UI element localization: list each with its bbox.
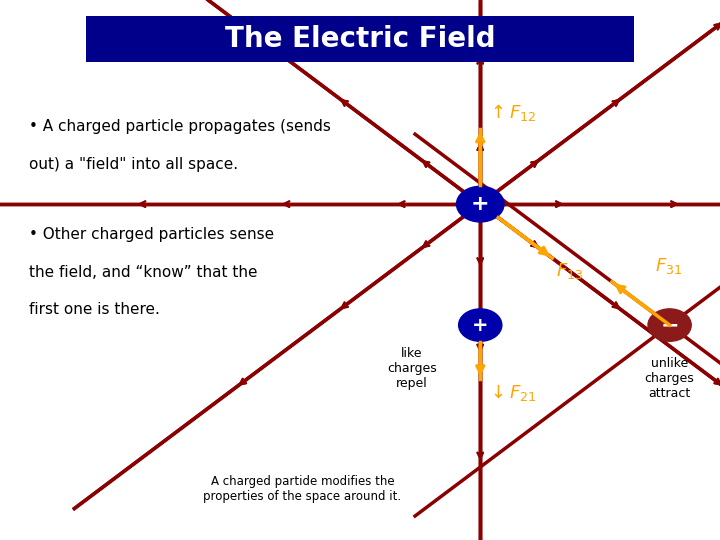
Text: unlike
charges
attract: unlike charges attract — [644, 357, 695, 401]
Text: out) a "field" into all space.: out) a "field" into all space. — [29, 157, 238, 172]
Text: +: + — [472, 315, 488, 335]
Text: +: + — [471, 194, 490, 214]
Text: like
charges
repel: like charges repel — [387, 347, 437, 390]
Text: • A charged particle propagates (sends: • A charged particle propagates (sends — [29, 119, 330, 134]
Text: $\uparrow F_{12}$: $\uparrow F_{12}$ — [487, 102, 536, 123]
Text: A charged partide modifies the
properties of the space around it.: A charged partide modifies the propertie… — [203, 475, 402, 503]
Text: the field, and “know” that the: the field, and “know” that the — [29, 265, 257, 280]
Text: $\downarrow F_{21}$: $\downarrow F_{21}$ — [487, 382, 537, 403]
Circle shape — [648, 309, 691, 341]
Text: $F_{13}$: $F_{13}$ — [556, 261, 583, 281]
Text: • Other charged particles sense: • Other charged particles sense — [29, 227, 274, 242]
FancyBboxPatch shape — [86, 16, 634, 62]
Text: −: − — [660, 315, 679, 335]
Circle shape — [459, 309, 502, 341]
Text: $F_{31}$: $F_{31}$ — [655, 256, 683, 276]
Circle shape — [456, 186, 504, 222]
Text: first one is there.: first one is there. — [29, 302, 160, 318]
Text: The Electric Field: The Electric Field — [225, 25, 495, 53]
